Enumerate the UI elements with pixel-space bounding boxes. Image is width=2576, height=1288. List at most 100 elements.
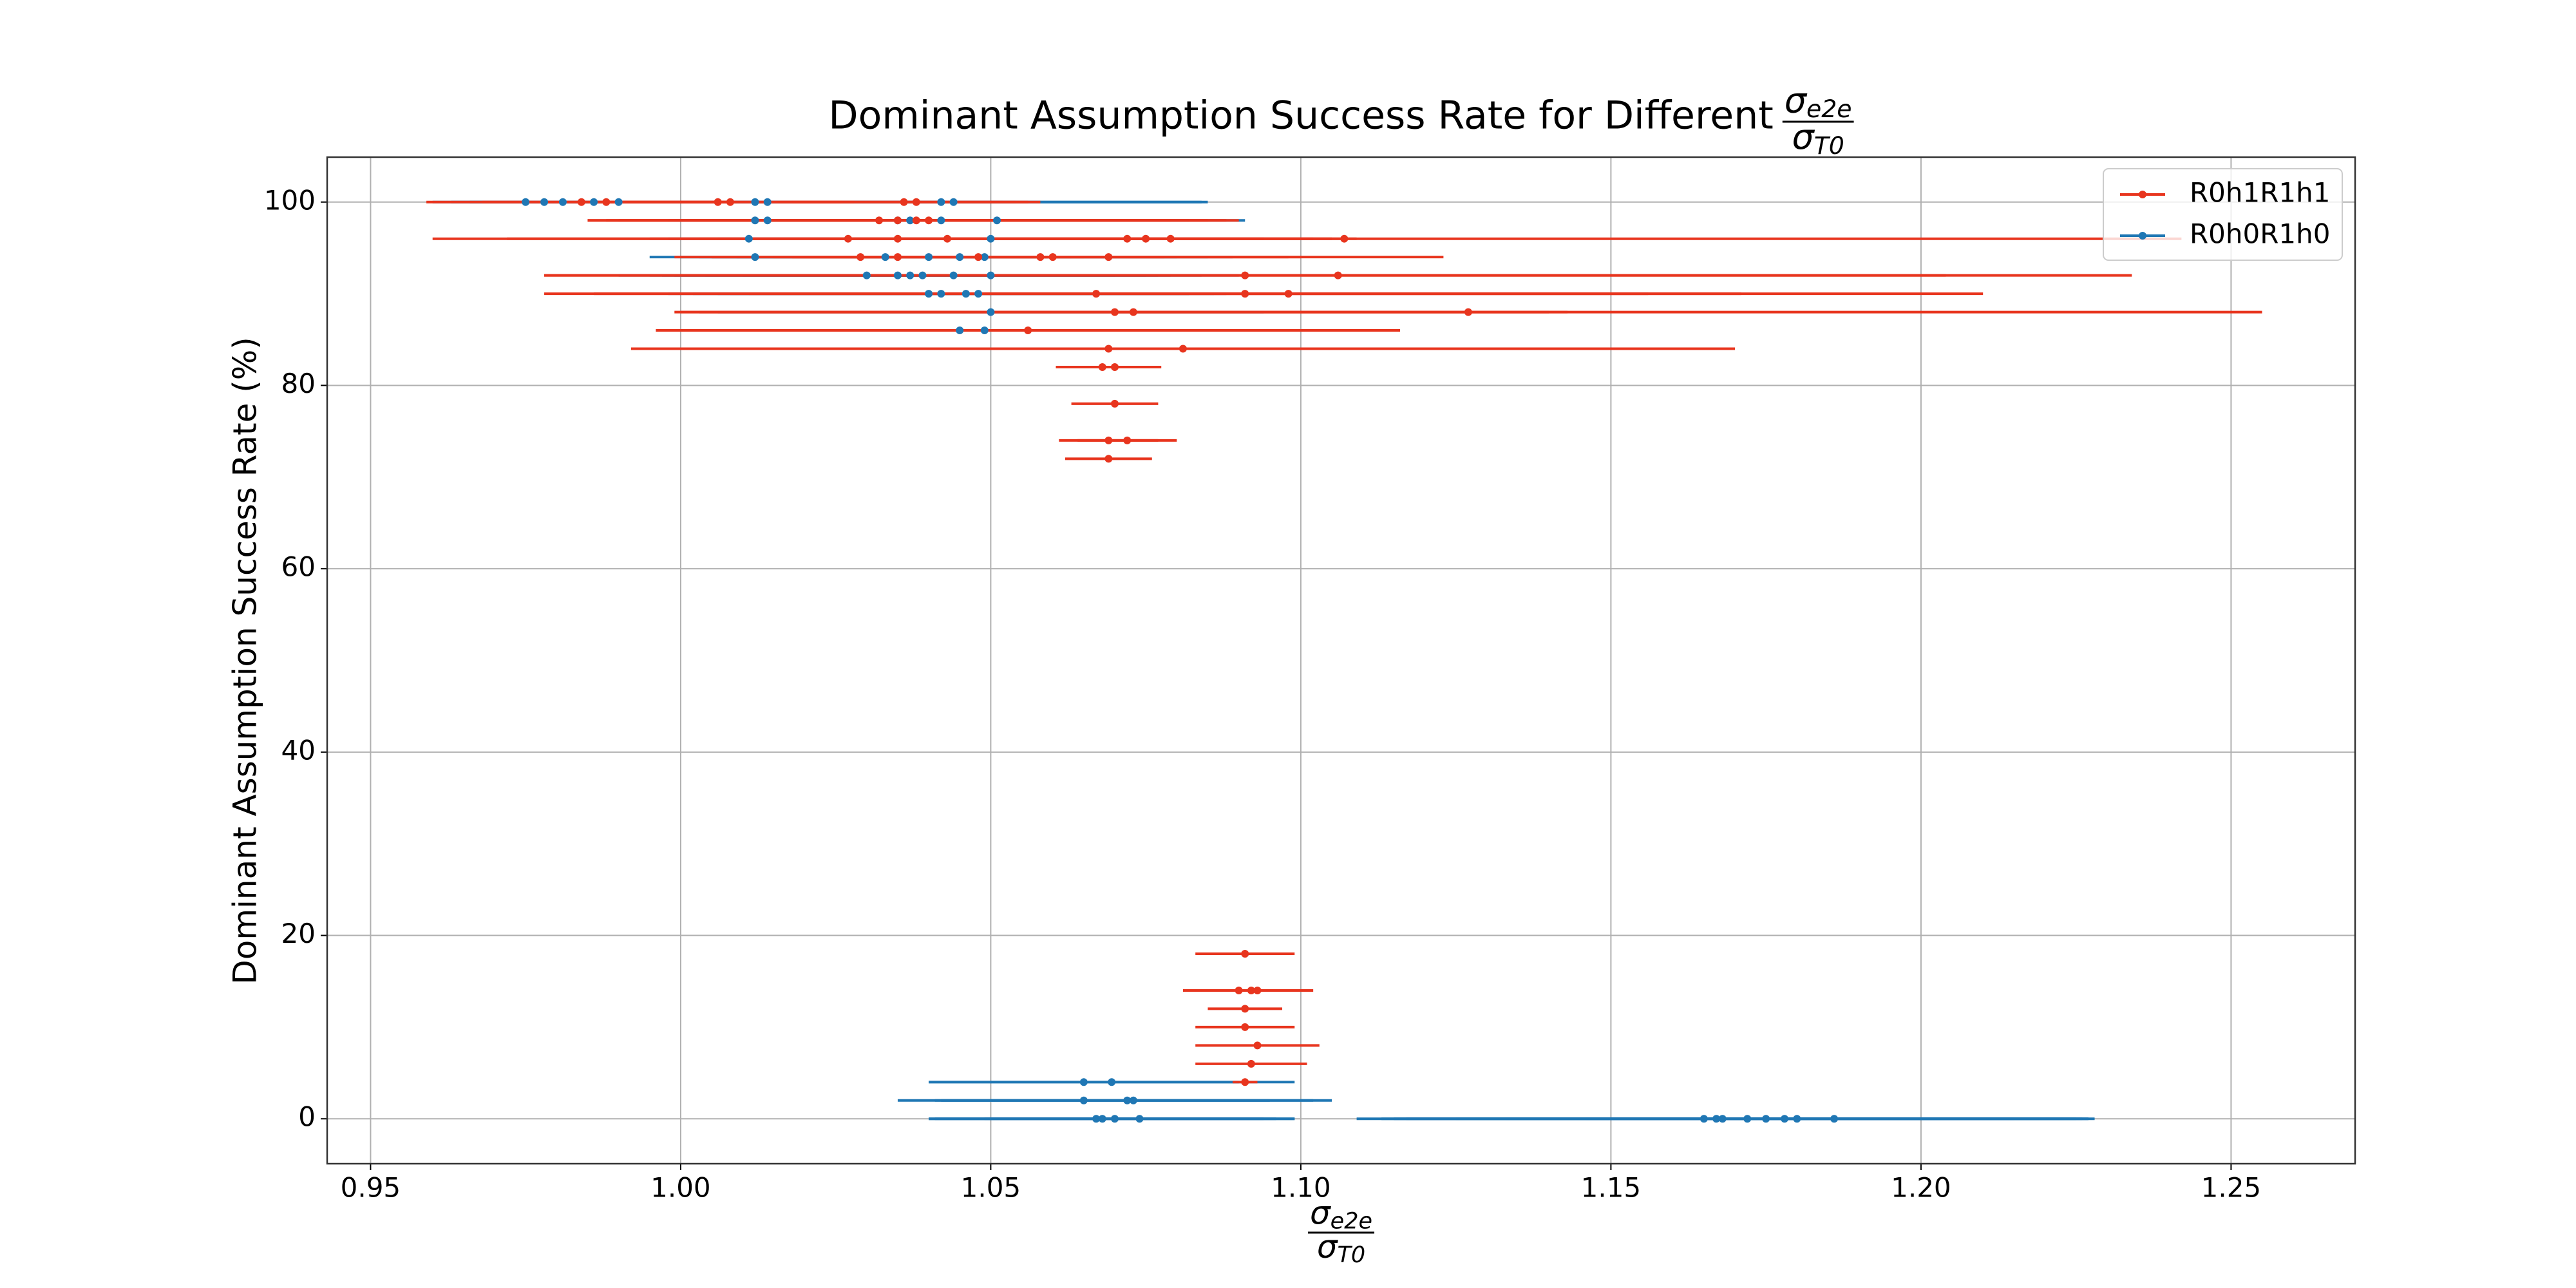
fraction-numerator: σe2e: [1785, 80, 1852, 123]
fraction-denominator: σT0: [1792, 117, 1844, 160]
fraction-denominator: σT0: [1317, 1228, 1365, 1269]
point: [980, 327, 989, 335]
point: [540, 198, 549, 206]
y-tick-label: 60: [281, 551, 316, 583]
point: [1123, 1096, 1132, 1104]
point: [1700, 1115, 1708, 1123]
legend-label: R0h0R1h0: [2190, 218, 2331, 250]
point: [1108, 1078, 1116, 1086]
point: [893, 234, 902, 243]
point: [949, 271, 958, 279]
point: [906, 271, 914, 279]
legend-marker: [2139, 191, 2146, 198]
point: [862, 271, 871, 279]
point: [1079, 1096, 1088, 1104]
point: [1111, 1115, 1119, 1123]
point: [912, 216, 920, 225]
subscript: e2e: [1331, 1209, 1372, 1235]
point: [726, 198, 734, 206]
point: [763, 216, 772, 225]
fraction-numerator: σe2e: [1310, 1194, 1372, 1235]
legend-marker: [2139, 232, 2146, 240]
point: [751, 216, 759, 225]
point: [1284, 290, 1293, 298]
point: [1092, 290, 1101, 298]
plot-frame: [326, 156, 2356, 1165]
point: [1092, 1115, 1101, 1123]
point: [906, 216, 914, 225]
point: [1241, 1005, 1249, 1013]
point: [763, 198, 772, 206]
subscript: T0: [1814, 131, 1844, 159]
x-tick-label: 1.20: [1891, 1172, 1951, 1204]
y-tick-label: 0: [298, 1101, 316, 1133]
subscript: e2e: [1806, 95, 1852, 123]
legend-label: R0h1R1h1: [2190, 177, 2331, 209]
point: [1111, 308, 1119, 316]
point: [1464, 308, 1472, 316]
point: [974, 290, 983, 298]
point: [925, 290, 933, 298]
subscript: T0: [1338, 1242, 1366, 1268]
point: [1253, 986, 1262, 994]
point: [937, 198, 945, 206]
point: [893, 216, 902, 225]
legend-box: [2103, 168, 2343, 261]
point: [961, 290, 970, 298]
point: [1098, 1115, 1106, 1123]
point: [1241, 1023, 1249, 1031]
point: [1036, 253, 1045, 261]
point: [1241, 271, 1249, 279]
point: [844, 234, 852, 243]
point: [993, 216, 1001, 225]
point: [1712, 1115, 1721, 1123]
point: [1241, 950, 1249, 958]
point: [1104, 253, 1113, 261]
point: [1104, 436, 1113, 444]
point: [714, 198, 722, 206]
point: [937, 290, 945, 298]
point: [1340, 234, 1349, 243]
x-tick-label: 1.10: [1271, 1172, 1331, 1204]
point: [857, 253, 865, 261]
point: [1253, 1041, 1262, 1050]
x-tick-label: 1.15: [1581, 1172, 1642, 1204]
point: [912, 198, 920, 206]
point: [875, 216, 884, 225]
point: [900, 198, 908, 206]
point: [1718, 1115, 1727, 1123]
symbol: σ: [1317, 1228, 1338, 1265]
point: [925, 216, 933, 225]
chart-title: Dominant Assumption Success Rate for Dif…: [828, 93, 1773, 138]
point: [1247, 986, 1255, 994]
point: [1781, 1115, 1789, 1123]
point: [987, 271, 995, 279]
point: [1079, 1078, 1088, 1086]
point: [590, 198, 598, 206]
point: [602, 198, 611, 206]
y-axis-label: Dominant Assumption Success Rate (%): [227, 337, 264, 985]
point: [918, 271, 927, 279]
point: [893, 271, 902, 279]
point: [744, 234, 753, 243]
y-tick-label: 80: [281, 368, 316, 399]
point: [1135, 1115, 1144, 1123]
point: [1111, 399, 1119, 408]
point: [1104, 455, 1113, 463]
point: [577, 198, 585, 206]
point: [1104, 345, 1113, 353]
point: [937, 216, 945, 225]
point: [1142, 234, 1150, 243]
point: [1743, 1115, 1752, 1123]
point: [956, 327, 964, 335]
point: [925, 253, 933, 261]
x-tick-label: 1.05: [961, 1172, 1021, 1204]
point: [1830, 1115, 1839, 1123]
point: [1793, 1115, 1801, 1123]
point: [943, 234, 951, 243]
x-tick-label: 1.00: [650, 1172, 711, 1204]
symbol: σ: [1310, 1194, 1331, 1231]
y-tick-label: 40: [281, 734, 316, 766]
y-tick-label: 100: [264, 184, 316, 216]
